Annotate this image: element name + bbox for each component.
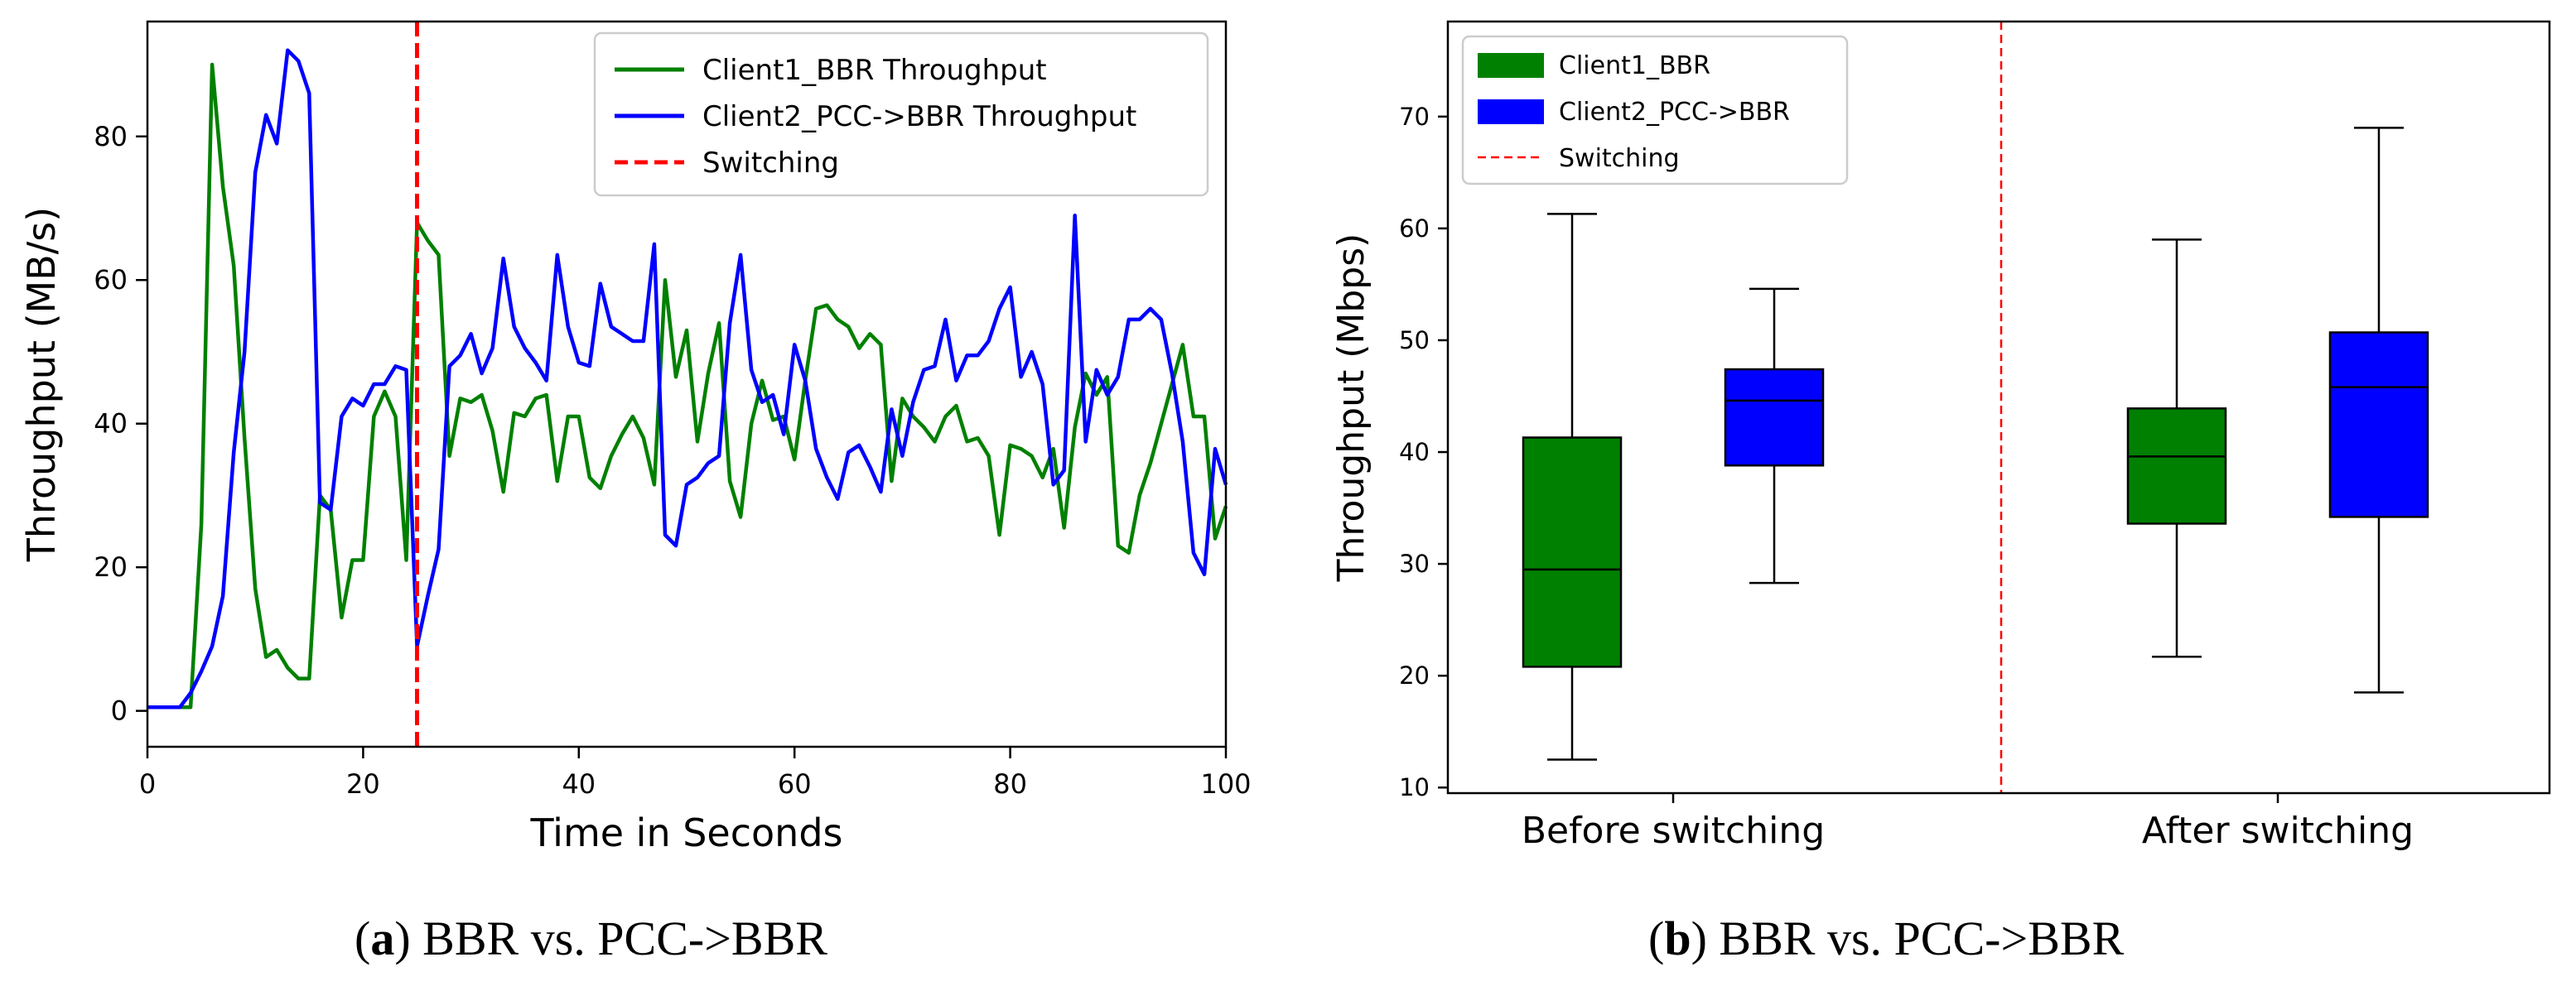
series-line-2 [147,48,1228,710]
legend-b-label-2: Client2_PCC->BBR [1559,98,1790,127]
plot-frame-b [1446,20,2551,795]
y-tick-label: 70 [1399,103,1430,131]
y-tick-label: 20 [1399,661,1430,690]
legend-a [593,31,1209,197]
caption-a: (a) BBR vs. PCC->BBR [355,911,827,966]
y-tick-label: 60 [1399,214,1430,243]
x-tick-label: 60 [778,768,812,800]
x-tick-label: 20 [346,768,380,800]
box-1-1 [1522,436,1623,668]
box-2-1 [1724,368,1825,467]
y-tick-label: 50 [1399,326,1430,354]
y-tick-label: 80 [94,121,128,152]
caption-b-text: BBR vs. PCC->BBR [1706,912,2125,965]
legend-b-label-3: Switching [1559,144,1680,173]
x-tick-label: 100 [1200,768,1251,800]
legend-b-swatch-2 [1478,99,1544,124]
x-axis-label-a: Time in Seconds [529,811,842,855]
y-axis-label-b: Throughput (Mbps) [1330,233,1372,583]
legend-a-label-1: Client1_BBR Throughput [702,54,1047,87]
x-group-label: Before switching [1522,810,1825,852]
y-tick-label: 30 [1399,550,1430,578]
chart-a: 0 20 40 60 80 100 0 20 40 60 80 Time in Seconds Thro… [19,20,1252,855]
y-tick-label: 60 [94,264,128,296]
y-tick-label: 0 [111,695,128,727]
caption-b-close: ) [1691,912,1707,965]
caption-a-label: a [370,912,395,965]
chart-b: 10 20 30 40 50 60 70 Before switching After swit… [1330,20,2551,852]
y-tick-label: 40 [1399,438,1430,466]
y-axis-label-a: Throughput (MB/s) [19,207,64,562]
legend-b [1461,35,1849,185]
caption-b-open: ( [1648,912,1665,965]
legend-b-label-1: Client1_BBR [1559,51,1710,80]
caption-b: (b) BBR vs. PCC->BBR [1648,911,2124,966]
box-1-2 [2126,407,2227,525]
legend-a-label-2: Client2_PCC->BBR Throughput [702,100,1136,133]
x-tick-label: 80 [993,768,1027,800]
y-tick-label: 20 [94,551,128,583]
x-group-label: After switching [2142,810,2414,852]
series-line-1 [147,62,1228,710]
y-tick-label: 40 [94,408,128,440]
caption-a-text: BBR vs. PCC->BBR [410,912,827,965]
caption-a-close: ) [394,912,411,965]
caption-a-open: ( [355,912,371,965]
plot-frame-a [146,20,1228,748]
x-tick-label: 40 [562,768,596,800]
y-tick-label: 10 [1399,773,1430,801]
x-tick-label: 0 [139,768,156,800]
caption-b-label: b [1664,912,1691,965]
legend-b-swatch-1 [1478,53,1544,78]
box-2-2 [2328,331,2429,518]
legend-a-label-3: Switching [702,147,839,180]
